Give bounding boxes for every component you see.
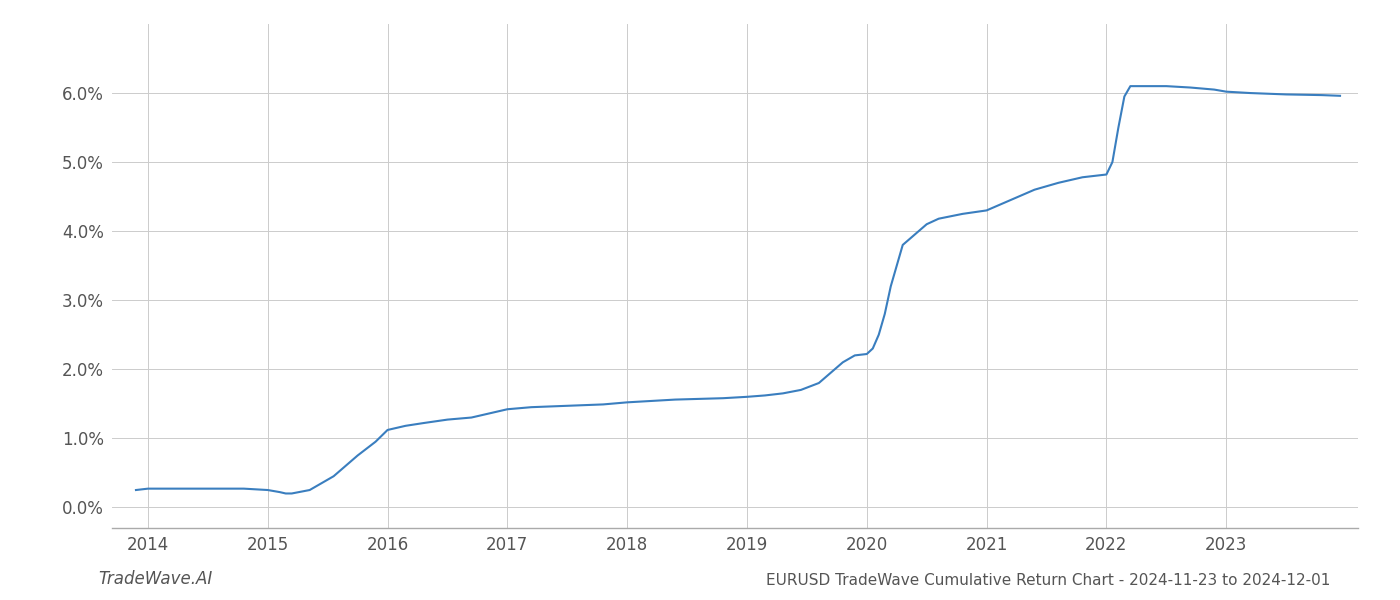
Text: EURUSD TradeWave Cumulative Return Chart - 2024-11-23 to 2024-12-01: EURUSD TradeWave Cumulative Return Chart… [766,573,1330,588]
Text: TradeWave.AI: TradeWave.AI [98,570,213,588]
